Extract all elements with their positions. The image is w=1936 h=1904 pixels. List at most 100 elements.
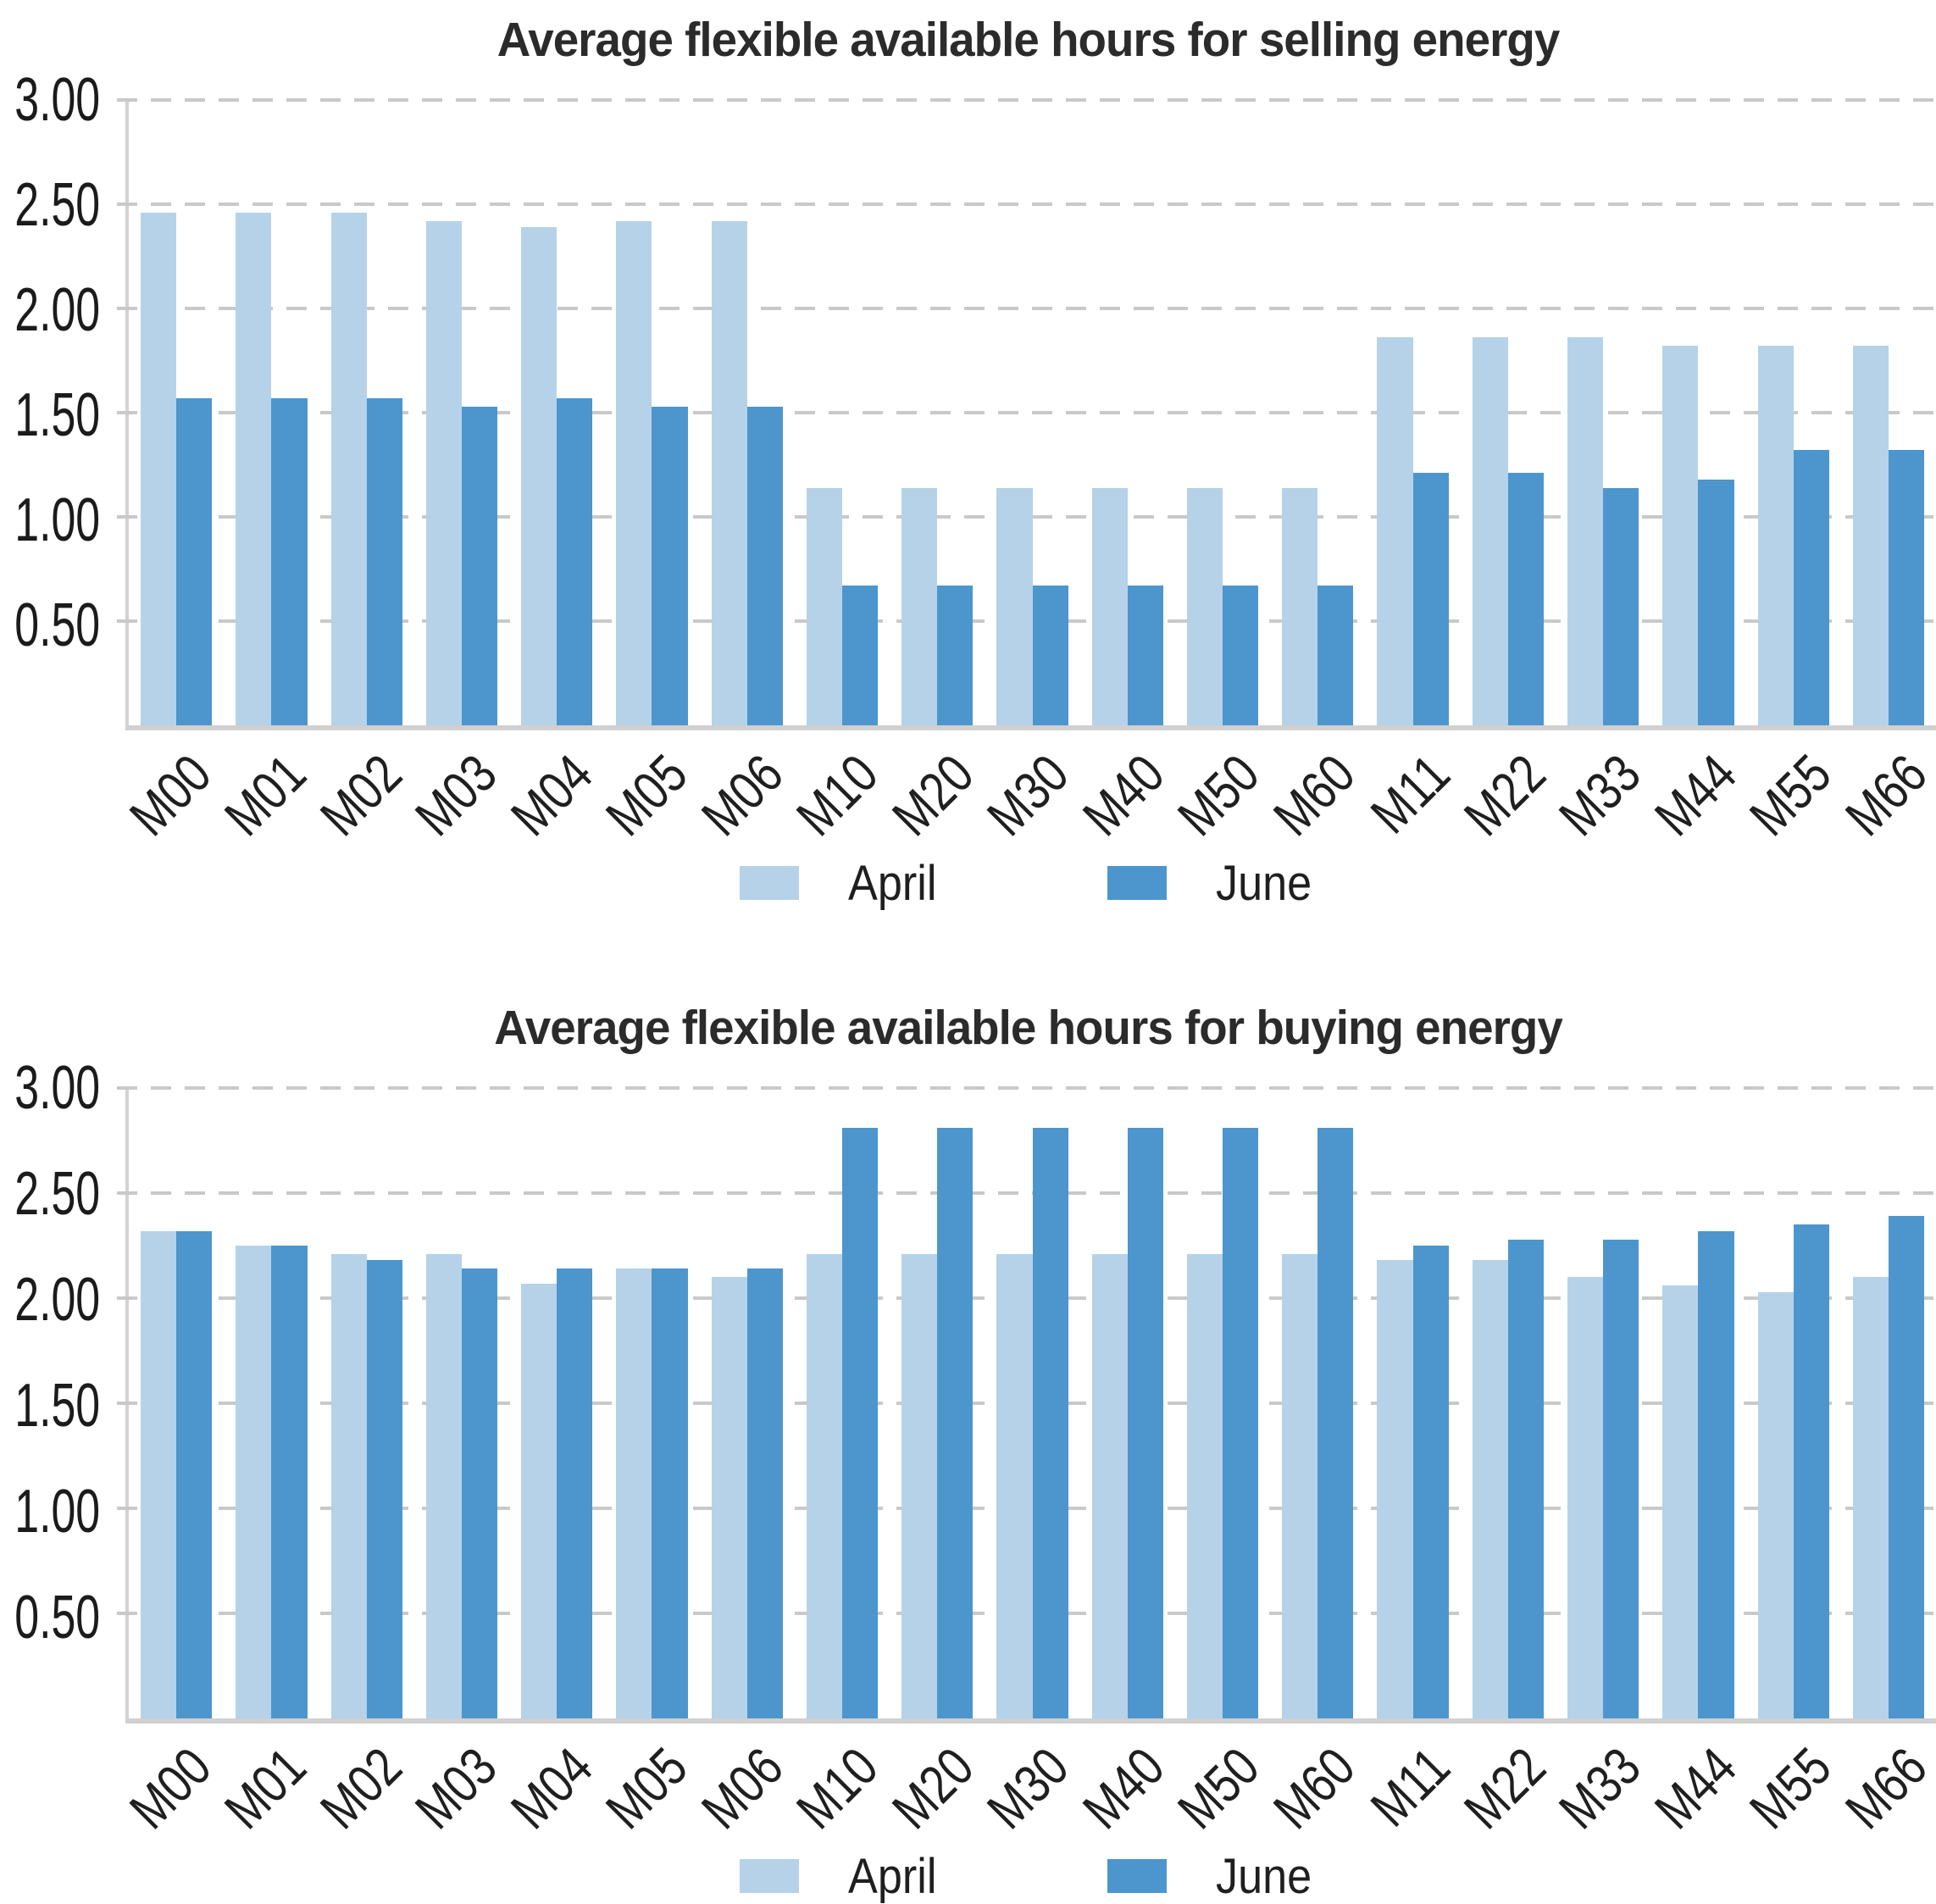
bar-april-M05: [616, 1268, 652, 1718]
x-axis-labels: M00 M01 M02 M03 M04 M05 M06 M10 M20 M30 M40 M50 M60 M…: [119, 1724, 1936, 1842]
bar-group-M04: [509, 1088, 604, 1718]
legend-item-april: April: [739, 855, 946, 912]
plot-area-selling: [117, 98, 1936, 730]
gridline: [117, 1191, 1936, 1195]
bar-june-M20: [937, 1128, 974, 1718]
bar-april-M10: [806, 1253, 842, 1718]
gridline: [117, 411, 1936, 414]
legend-item-june: June: [1107, 855, 1323, 912]
legend-swatch-april: [739, 1859, 799, 1893]
bar-april-M20: [901, 487, 938, 725]
bar-april-M60: [1282, 487, 1318, 725]
bar-june-M02: [366, 397, 402, 725]
bar-april-M33: [1567, 1277, 1604, 1718]
legend-label-june: June: [1215, 1848, 1312, 1904]
bar-april-M01: [236, 212, 272, 725]
bar-june-M06: [746, 406, 783, 725]
bar-april-M50: [1186, 1253, 1223, 1718]
bar-april-M06: [711, 1277, 747, 1718]
bar-group-M02: [319, 1088, 414, 1718]
bar-june-M44: [1698, 479, 1734, 725]
y-axis-labels: 3.00 2.50 2.00 1.50 1.00 0.50: [0, 1054, 114, 1724]
bar-june-M50: [1223, 586, 1259, 725]
bar-group-M50: [1175, 1088, 1270, 1718]
bar-june-M60: [1317, 1128, 1354, 1718]
bar-april-M11: [1377, 337, 1413, 725]
y-tick-label: 0.50: [14, 1584, 100, 1651]
y-tick-label: 3.00: [14, 1054, 100, 1122]
bar-group-M00: [129, 100, 224, 725]
bar-group-M55: [1746, 100, 1841, 725]
bar-group-M11: [1365, 1088, 1460, 1718]
bar-april-M66: [1852, 1277, 1889, 1718]
x-axis-labels: M00 M01 M02 M03 M04 M05 M06 M10 M20 M30 M40 M50 M60 M…: [119, 730, 1936, 849]
y-tick-label: 1.00: [14, 1478, 100, 1546]
bar-group-M04: [509, 100, 604, 725]
bar-april-M05: [616, 220, 652, 725]
y-tick-label: 1.50: [14, 381, 100, 449]
y-tick-label: 2.00: [14, 1266, 100, 1334]
bar-april-M40: [1091, 1253, 1128, 1718]
bar-group-M40: [1080, 1088, 1175, 1718]
chart-title-selling: Average flexible available hours for sel…: [496, 13, 1561, 67]
bar-group-M40: [1080, 100, 1175, 725]
legend-swatch-june: [1107, 866, 1167, 900]
bar-group-M60: [1270, 1088, 1365, 1718]
bar-group-M00: [129, 1088, 224, 1718]
bar-april-M06: [711, 220, 747, 725]
bar-june-M04: [557, 1268, 593, 1718]
bar-group-M60: [1270, 100, 1365, 725]
bar-group-M03: [414, 100, 509, 725]
legend-label-april: April: [847, 1848, 937, 1904]
bar-april-M40: [1091, 487, 1128, 725]
bar-june-M05: [652, 406, 688, 725]
bar-april-M03: [425, 1253, 462, 1718]
bar-group-M33: [1556, 1088, 1650, 1718]
plot-row: 3.00 2.50 2.00 1.50 1.00 0.50: [14, 1054, 1936, 1724]
bar-april-M01: [236, 1246, 272, 1718]
bar-april-M02: [330, 212, 367, 725]
bar-april-M44: [1662, 346, 1699, 725]
bar-april-M33: [1567, 337, 1604, 725]
bar-june-M03: [461, 406, 498, 725]
bar-group-M02: [319, 100, 414, 725]
bar-group-M10: [795, 100, 890, 725]
bars-layer: [129, 100, 1936, 725]
bar-june-M30: [1032, 586, 1068, 725]
bar-april-M22: [1472, 337, 1508, 725]
bar-april-M44: [1662, 1285, 1699, 1718]
bar-june-M01: [271, 1246, 308, 1718]
bar-june-M06: [746, 1268, 783, 1718]
bar-group-M20: [890, 100, 985, 725]
bar-june-M01: [271, 397, 308, 725]
bar-april-M55: [1757, 346, 1794, 725]
bar-group-M03: [414, 1088, 509, 1718]
bar-june-M33: [1603, 487, 1639, 725]
bar-group-M30: [985, 1088, 1079, 1718]
bar-april-M00: [141, 212, 177, 725]
bar-june-M10: [842, 586, 879, 725]
bar-april-M55: [1757, 1291, 1794, 1718]
y-tick-label: 0.50: [14, 591, 100, 659]
bar-group-M44: [1650, 1088, 1745, 1718]
legend-label-june: June: [1215, 855, 1312, 911]
legend-label-april: April: [847, 855, 937, 911]
gridline: [117, 307, 1936, 310]
bar-june-M00: [176, 397, 213, 725]
bar-june-M55: [1793, 1224, 1829, 1718]
bar-april-M50: [1186, 487, 1223, 725]
buying-energy-chart: Average flexible available hours for buy…: [0, 917, 1936, 1904]
y-tick-label: 2.50: [14, 171, 100, 239]
bar-june-M22: [1507, 473, 1544, 725]
bar-group-M66: [1841, 1088, 1936, 1718]
y-tick-label: 2.00: [14, 276, 100, 344]
bar-june-M05: [652, 1268, 688, 1718]
legend-swatch-june: [1107, 1859, 1167, 1893]
bar-april-M04: [521, 227, 558, 725]
bar-april-M11: [1377, 1260, 1413, 1718]
y-tick-label: 3.00: [14, 66, 100, 134]
bar-june-M02: [366, 1260, 402, 1718]
bar-group-M11: [1365, 100, 1460, 725]
legend-item-june: June: [1107, 1848, 1323, 1904]
